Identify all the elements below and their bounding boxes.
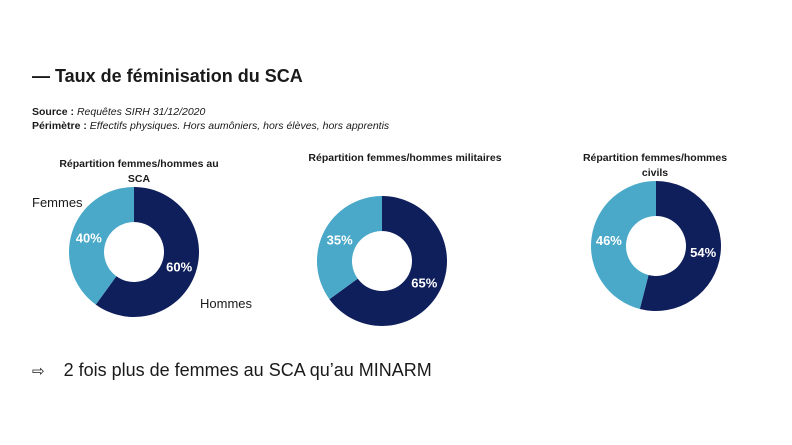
slice-label-hommes: 65% [411,276,437,291]
conclusion-text: 2 fois plus de femmes au SCA qu’au MINAR… [63,360,432,380]
donut-chart-militaires: 65% 35% [317,196,447,326]
perimeter-label: Périmètre : [32,120,87,132]
donut-chart-civils: 54% 46% [591,181,721,311]
slice-hommes [639,181,721,311]
slice-femmes [69,187,134,305]
source-value: Requêtes SIRH 31/12/2020 [76,106,206,118]
slice-hommes [329,196,447,326]
slice-label-femmes: 35% [327,232,353,247]
chart-title-sca: Répartition femmes/hommes au SCA [59,158,219,185]
page-title: — Taux de féminisation du SCA [32,66,303,86]
slice-femmes [317,196,382,300]
source-block: Source : Requêtes SIRH 31/12/2020 Périmè… [32,105,389,133]
chart-title-militaires: Répartition femmes/hommes militaires [308,152,502,164]
source-line: Source : Requêtes SIRH 31/12/2020 [32,105,389,119]
slice-label-femmes: 46% [596,233,622,248]
conclusion: ⇨ 2 fois plus de femmes au SCA qu’au MIN… [32,360,432,381]
slice-label-hommes: 54% [690,245,716,260]
legend-label-hommes: Hommes [200,296,253,311]
arrow-icon: ⇨ [32,363,45,380]
slice-femmes [591,181,656,309]
perimeter-line: Périmètre : Effectifs physiques. Hors au… [32,119,389,133]
donut-chart-sca: 60% 40% [69,187,199,317]
perimeter-value: Effectifs physiques. Hors aumôniers, hor… [89,120,390,132]
slice-label-femmes: 40% [76,230,102,245]
legend-label-femmes: Femmes [32,195,83,210]
chart-title-civils: Répartition femmes/hommes civils [582,152,728,179]
slice-label-hommes: 60% [166,260,192,275]
slice-hommes [95,187,199,317]
source-label: Source : [32,106,75,118]
